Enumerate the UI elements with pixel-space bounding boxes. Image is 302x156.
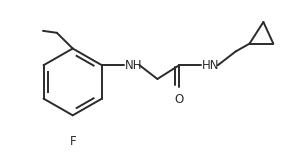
- Text: F: F: [69, 135, 76, 148]
- Text: HN: HN: [202, 59, 220, 72]
- Text: NH: NH: [125, 59, 142, 72]
- Text: O: O: [175, 93, 184, 106]
